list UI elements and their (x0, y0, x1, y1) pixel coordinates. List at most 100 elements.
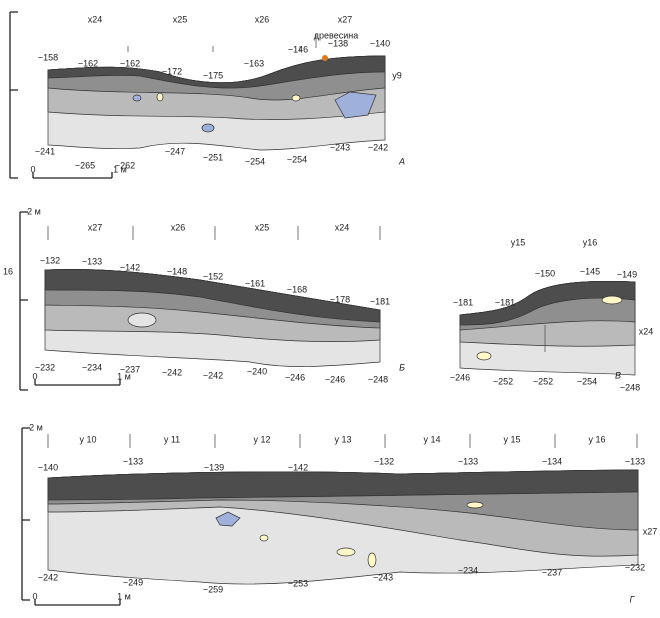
row-label: y9 (392, 70, 402, 80)
column-label: y 15 (503, 434, 520, 444)
bottom-elevation: −243 (330, 142, 350, 152)
top-elevation: −168 (287, 284, 307, 294)
bottom-elevation: −246 (285, 372, 305, 382)
bottom-elevation: −242 (368, 142, 388, 152)
column-label: x25 (255, 222, 270, 232)
row-label: x24 (639, 326, 654, 336)
panel-letter: В (615, 370, 621, 380)
column-label: y 11 (164, 434, 180, 444)
scale-zero: 0 (32, 591, 37, 601)
panel-letter: Г (630, 594, 636, 604)
top-elevation: −181 (495, 297, 515, 307)
column-label: y16 (583, 237, 598, 247)
column-label: y15 (511, 237, 526, 247)
column-label: y 14 (423, 434, 440, 444)
bottom-elevation: −232 (625, 562, 645, 572)
top-elevation: −148 (167, 266, 187, 276)
bottom-elevation: −254 (577, 376, 597, 386)
top-elevation: −142 (120, 262, 140, 272)
scale-zero: 0 (32, 371, 37, 381)
bottom-elevation: −254 (287, 154, 307, 164)
top-elevation: −139 (204, 462, 224, 472)
bottom-elevation: −262 (115, 160, 135, 170)
column-label: y 12 (253, 434, 270, 444)
bottom-elevation: −252 (533, 376, 553, 386)
bottom-elevation: −248 (620, 382, 640, 392)
column-label: x24 (88, 14, 103, 24)
bottom-elevation: −242 (203, 370, 223, 380)
column-label: y 10 (79, 434, 96, 444)
top-elevation: −133 (82, 256, 102, 266)
bottom-elevation: −246 (325, 374, 345, 384)
profile-v (459, 280, 636, 376)
bottom-elevation: −234 (82, 362, 102, 372)
top-elevation: −140 (370, 38, 390, 48)
top-elevation: −140 (38, 462, 58, 472)
top-elevation: −133 (458, 456, 478, 466)
column-label: x26 (171, 222, 186, 232)
bottom-elevation: −265 (75, 160, 95, 170)
bottom-elevation: −240 (247, 366, 267, 376)
bottom-elevation: −248 (368, 374, 388, 384)
top-elevation: −181 (370, 296, 390, 306)
top-elevation: −145 (580, 266, 600, 276)
column-label: x25 (173, 14, 188, 24)
annotation: древесина (314, 30, 358, 40)
scale-height: 2 м (29, 422, 43, 432)
scale-length: 1 м (117, 591, 131, 601)
top-elevation: −163 (244, 58, 264, 68)
column-label: x24 (335, 222, 350, 232)
top-elevation: −132 (374, 456, 394, 466)
top-elevation: −162 (120, 58, 140, 68)
top-elevation: −138 (328, 38, 348, 48)
bottom-elevation: −253 (288, 578, 308, 588)
top-elevation: −158 (38, 52, 58, 62)
top-elevation: −133 (123, 456, 143, 466)
top-elevation: −172 (162, 66, 182, 76)
top-elevation: −152 (203, 271, 223, 281)
bottom-elevation: −232 (35, 362, 55, 372)
column-label: y 16 (588, 434, 605, 444)
column-label: x27 (338, 14, 353, 24)
bottom-elevation: −251 (203, 152, 223, 162)
profile-a (9, 11, 386, 179)
top-elevation: −133 (625, 456, 645, 466)
wood-sample (322, 55, 328, 61)
top-elevation: −181 (453, 297, 473, 307)
top-elevation: −132 (40, 255, 60, 265)
top-elevation: −142 (288, 462, 308, 472)
bottom-elevation: −241 (35, 146, 55, 156)
scale-height: 2 м (27, 206, 41, 216)
top-elevation: −150 (535, 268, 555, 278)
column-label: y 13 (334, 434, 351, 444)
column-label: x27 (88, 222, 103, 232)
top-elevation: −134 (542, 456, 562, 466)
bottom-elevation: −252 (493, 376, 513, 386)
bottom-elevation: −242 (38, 572, 58, 582)
bottom-elevation: −234 (458, 565, 478, 575)
bottom-elevation: −243 (373, 572, 393, 582)
bottom-elevation: −246 (450, 372, 470, 382)
panel-letter: А (398, 156, 405, 166)
bottom-elevation: −237 (542, 567, 562, 577)
top-elevation: −146 (288, 44, 308, 54)
row-label: x27 (643, 526, 658, 536)
top-elevation: −162 (78, 58, 98, 68)
scale-length: 1 м (117, 371, 131, 381)
bottom-elevation: −259 (203, 584, 223, 594)
scale-zero: 0 (30, 164, 35, 174)
top-elevation: −178 (330, 294, 350, 304)
bottom-elevation: −242 (162, 367, 182, 377)
scale-length: 1 м (113, 164, 127, 174)
profile-b (19, 211, 381, 391)
bottom-elevation: −249 (123, 577, 143, 587)
column-label: x26 (255, 14, 270, 24)
top-elevation: −149 (617, 269, 637, 279)
top-elevation: −161 (245, 278, 265, 288)
profile-g (21, 427, 639, 606)
panel-letter: Б (399, 362, 405, 372)
top-elevation: −175 (203, 70, 223, 80)
bottom-elevation: −247 (165, 146, 185, 156)
bottom-elevation: −237 (120, 364, 140, 374)
